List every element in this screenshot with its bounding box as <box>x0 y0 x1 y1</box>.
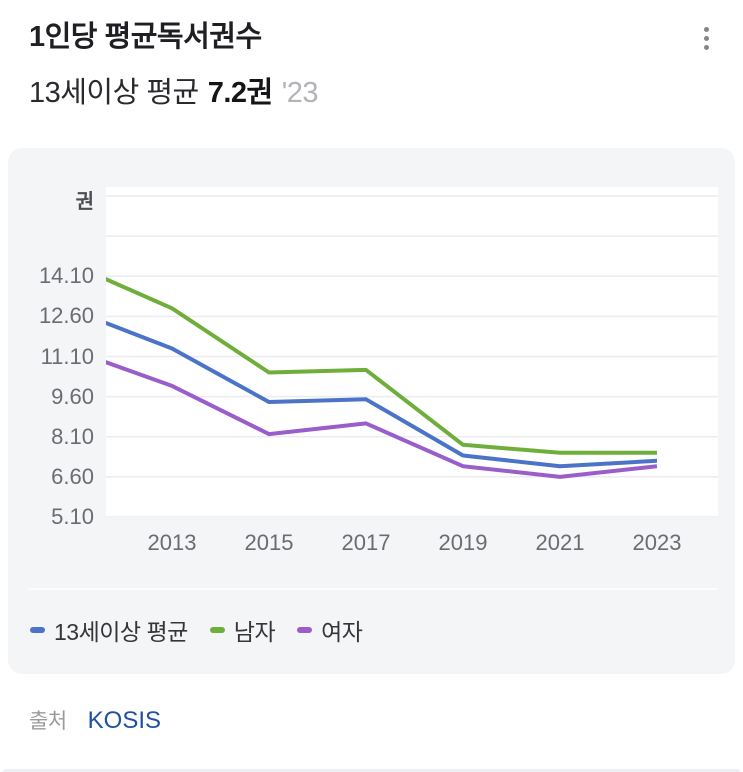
summary-prefix: 13세이상 평균 <box>29 77 199 109</box>
kebab-dot-icon <box>703 44 709 50</box>
line-chart-svg <box>106 195 718 517</box>
y-tick-label: 9.60 <box>51 383 94 409</box>
y-tick-label: 12.60 <box>38 303 94 329</box>
latest-value-summary: 13세이상 평균 7.2권 '23 <box>29 75 319 111</box>
x-tick-label: 2019 <box>438 530 488 555</box>
series-line-average <box>106 320 658 469</box>
series-line-male <box>106 276 657 455</box>
legend-item-female: 여자 <box>297 614 363 646</box>
next-card-top-edge <box>3 769 740 772</box>
legend-label: 13세이상 평균 <box>54 619 188 645</box>
legend-divider <box>28 588 718 590</box>
y-tick-label: 8.10 <box>51 423 94 449</box>
summary-value: 7.2권 <box>207 77 274 109</box>
legend-marker-icon <box>297 627 313 633</box>
legend-label: 여자 <box>321 619 363 645</box>
y-axis-unit-label: 권 <box>75 191 94 213</box>
source-row: 출처 KOSIS <box>29 705 161 735</box>
chart-card: 권 14.10 12.60 11.10 9.60 8.10 6.60 5.10 2013 20… <box>8 148 735 674</box>
y-tick-label: 5.10 <box>51 504 94 529</box>
y-tick-label: 14.10 <box>38 263 94 289</box>
legend-label: 남자 <box>233 619 276 645</box>
source-link-kosis[interactable]: KOSIS <box>87 707 161 734</box>
kebab-menu-button[interactable] <box>694 23 718 53</box>
x-tick-label: 2023 <box>632 530 682 555</box>
kebab-dot-icon <box>703 35 709 41</box>
page-title: 1인당 평균독서권수 <box>29 21 262 53</box>
line-chart-plot <box>106 187 718 517</box>
legend-marker-icon <box>30 627 45 633</box>
x-tick-label: 2021 <box>535 530 585 555</box>
legend-item-male: 남자 <box>209 614 276 646</box>
chart-legend: 13세이상 평균 남자 여자 <box>30 614 363 646</box>
summary-year: '23 <box>281 77 319 109</box>
y-tick-label: 6.60 <box>51 463 94 489</box>
y-tick-label: 11.10 <box>40 343 94 369</box>
kebab-dot-icon <box>703 26 709 32</box>
legend-marker-icon <box>209 627 225 633</box>
legend-item-average: 13세이상 평균 <box>30 614 188 646</box>
series-line-female <box>106 360 658 479</box>
x-tick-label: 2015 <box>244 530 294 555</box>
source-label: 출처 <box>29 710 67 733</box>
x-tick-label: 2017 <box>341 530 391 555</box>
x-tick-label: 2013 <box>147 530 197 555</box>
